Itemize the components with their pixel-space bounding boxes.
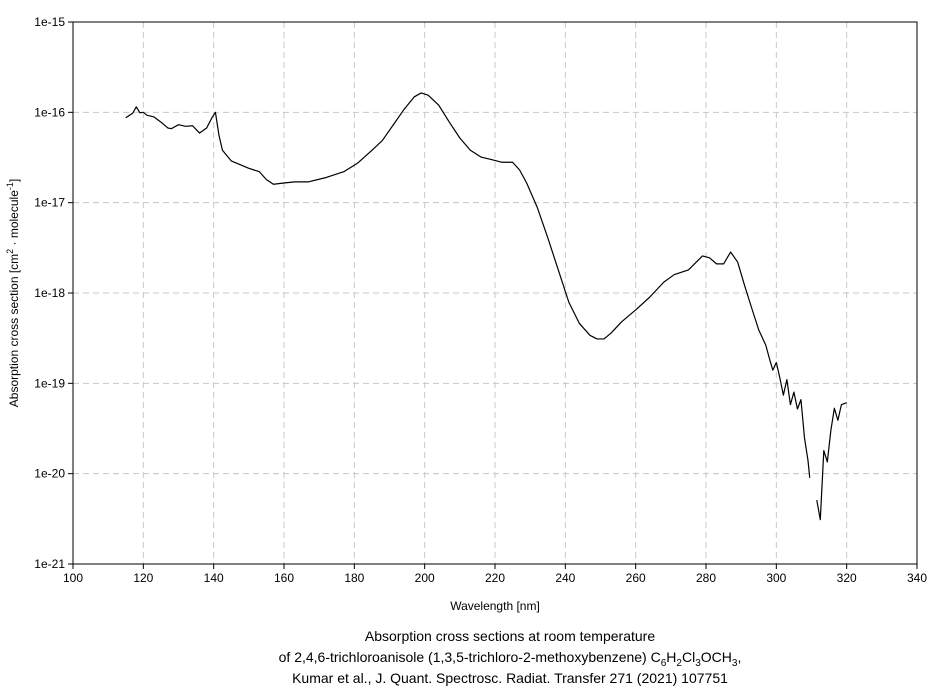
- label-part: · molecule: [7, 190, 21, 249]
- plot-frame: [72, 21, 918, 565]
- x-tick-label: 100: [63, 571, 83, 585]
- subscript: 3: [732, 658, 738, 669]
- subscript: 2: [676, 658, 682, 669]
- caption-part: of 2,4,6-trichloroanisole (1,3,5-trichlo…: [279, 649, 661, 665]
- y-tick-label: 1e-20: [34, 467, 65, 481]
- superscript: 2: [5, 249, 15, 254]
- y-axis-label: Absorption cross section [cm2 · molecule…: [5, 179, 21, 407]
- x-axis-label: Wavelength [nm]: [450, 599, 540, 613]
- y-tick-label: 1e-21: [34, 557, 65, 571]
- x-tick-label: 220: [485, 571, 505, 585]
- x-tick-label: 240: [555, 571, 575, 585]
- caption-line: Kumar et al., J. Quant. Spectrosc. Radia…: [292, 670, 728, 686]
- subscript: 6: [661, 658, 667, 669]
- x-tick-label: 180: [344, 571, 364, 585]
- y-tick-label: 1e-18: [34, 286, 65, 300]
- x-tick-label: 340: [907, 571, 927, 585]
- subscript: 3: [695, 658, 701, 669]
- caption-part: OCH: [701, 649, 732, 665]
- label-part: ]: [7, 179, 21, 182]
- x-tick-label: 300: [766, 571, 786, 585]
- x-tick-label: 320: [837, 571, 857, 585]
- caption-part: H: [666, 649, 676, 665]
- x-tick-label: 260: [626, 571, 646, 585]
- caption-part: Cl: [682, 649, 695, 665]
- label-part: Absorption cross section [cm: [7, 254, 21, 407]
- y-tick-label: 1e-17: [34, 196, 65, 210]
- y-tick-label: 1e-16: [34, 105, 65, 119]
- x-tick-label: 120: [133, 571, 153, 585]
- caption-part: ,: [737, 649, 741, 665]
- x-tick-label: 140: [204, 571, 224, 585]
- data-line: [125, 92, 847, 521]
- y-tick-label: 1e-15: [34, 15, 65, 29]
- x-tick-label: 160: [274, 571, 294, 585]
- y-tick-label: 1e-19: [34, 376, 65, 390]
- caption-line: Absorption cross sections at room temper…: [365, 628, 655, 644]
- x-tick-label: 200: [415, 571, 435, 585]
- caption-part: Absorption cross sections at room temper…: [365, 628, 655, 644]
- superscript: -1: [5, 182, 15, 190]
- caption-part: Kumar et al., J. Quant. Spectrosc. Radia…: [292, 670, 728, 686]
- x-tick-label: 280: [696, 571, 716, 585]
- caption-line: of 2,4,6-trichloroanisole (1,3,5-trichlo…: [279, 649, 742, 669]
